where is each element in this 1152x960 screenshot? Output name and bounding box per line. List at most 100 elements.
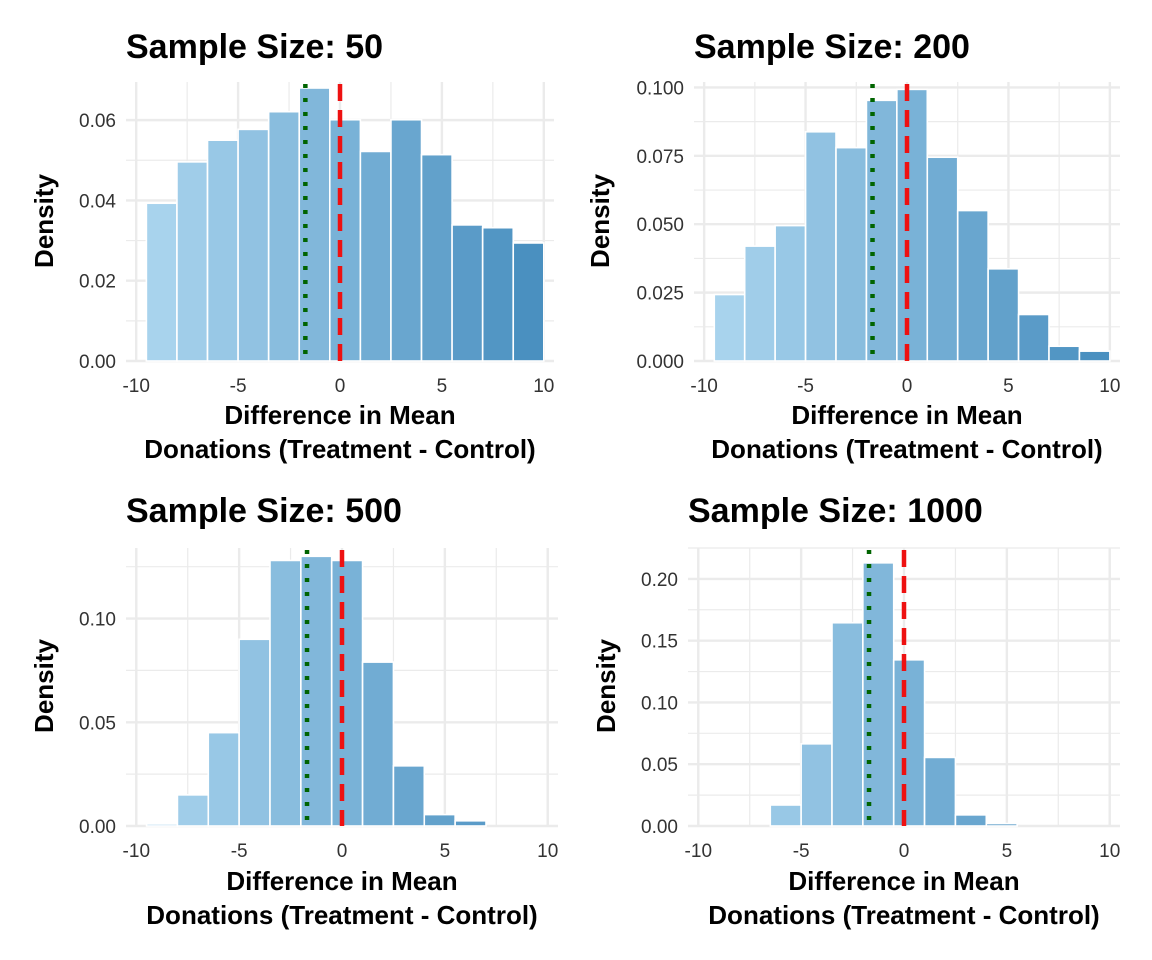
panel-sample-size-50: Sample Size: 50 0.00 0.02 0.04 0.06 -10 -5 0 5…	[29, 28, 554, 464]
x-axis-title-line-2: Donations (Treatment - Control)	[144, 434, 535, 464]
y-tick-label: 0.00	[79, 817, 116, 838]
x-axis-title-line-2: Donations (Treatment - Control)	[711, 434, 1102, 464]
x-tick-label: -5	[230, 376, 247, 397]
histogram-bar	[804, 130, 837, 362]
histogram-bar	[926, 156, 959, 362]
y-tick-label: 0.000	[636, 352, 684, 373]
histogram-bars	[769, 562, 1018, 827]
panel-sample-size-1000: Sample Size: 1000 0.00 0.05 0.10 0.15 0.20 -…	[591, 492, 1120, 930]
x-axis-title-line-1: Difference in Mean	[226, 866, 457, 896]
histogram-bar	[145, 823, 179, 827]
y-axis-title: Density	[585, 174, 615, 268]
panel-sample-size-200: Sample Size: 200 0.000 0.025 0.050 0.075 0.1…	[585, 28, 1120, 464]
y-tick-labels: 0.00 0.05 0.10 0.15 0.20	[641, 570, 678, 838]
x-tick-label: 10	[533, 376, 554, 397]
x-tick-label: 10	[1099, 376, 1120, 397]
x-tick-label: 10	[1099, 841, 1120, 862]
x-tick-label: -5	[793, 841, 810, 862]
histogram-bar	[896, 88, 929, 362]
histogram-bar	[267, 110, 301, 362]
histogram-bars	[145, 87, 545, 362]
y-tick-label: 0.02	[79, 272, 116, 293]
histogram-bar	[835, 146, 868, 362]
x-tick-label: 10	[537, 841, 558, 862]
x-tick-label: -10	[123, 841, 150, 862]
histogram-bar	[774, 224, 807, 362]
y-tick-label: 0.075	[636, 147, 684, 168]
histogram-bar	[862, 562, 895, 827]
x-tick-label: -5	[231, 841, 248, 862]
x-tick-label: -10	[122, 376, 149, 397]
panel-title: Sample Size: 500	[126, 492, 402, 530]
y-tick-label: 0.05	[79, 713, 116, 734]
y-tick-label: 0.04	[79, 191, 116, 212]
histogram-bar	[987, 268, 1020, 362]
panel-sample-size-500: Sample Size: 500 0.000.050.10 -10 -5 0 5 10 …	[29, 492, 558, 930]
histogram-bar	[1048, 345, 1081, 362]
y-tick-label: 0.100	[636, 78, 684, 99]
histogram-bar	[512, 242, 545, 362]
reference-lines	[866, 550, 907, 826]
histogram-bar	[769, 804, 802, 827]
y-axis-title: Density	[591, 639, 621, 733]
histogram-bar	[207, 731, 240, 827]
histogram-bar	[176, 161, 209, 362]
x-axis-title-line-1: Difference in Mean	[791, 400, 1022, 430]
y-tick-label: 0.10	[641, 693, 678, 714]
x-tick-label: 0	[899, 841, 910, 862]
histogram-bar	[956, 209, 989, 362]
x-axis-title-line-1: Difference in Mean	[788, 866, 1019, 896]
y-tick-label: 0.10	[79, 610, 116, 631]
histogram-bar	[743, 245, 776, 362]
histogram-bar	[390, 118, 423, 362]
x-tick-labels: -10 -5 0 5 10	[685, 841, 1121, 862]
reference-lines	[303, 84, 343, 361]
y-tick-labels: 0.00 0.02 0.04 0.06	[79, 111, 116, 373]
y-tick-label: 0.15	[641, 632, 678, 653]
histogram-bar	[923, 756, 957, 827]
histogram-bar	[985, 822, 1018, 827]
histogram-bar	[454, 820, 487, 827]
histogram-bar	[713, 293, 746, 362]
y-tick-labels: 0.000 0.025 0.050 0.075 0.100	[636, 78, 684, 373]
histogram-bar	[206, 139, 239, 362]
x-axis-title-line-2: Donations (Treatment - Control)	[146, 900, 537, 930]
y-tick-label: 0.050	[636, 215, 684, 236]
x-tick-label: 5	[1002, 841, 1013, 862]
y-tick-label: 0.00	[79, 352, 116, 373]
panel-title: Sample Size: 50	[126, 28, 383, 66]
x-tick-labels: -10 -5 0 5 10	[690, 376, 1120, 397]
x-tick-label: -5	[797, 376, 814, 397]
panel-title: Sample Size: 1000	[688, 492, 983, 530]
histogram-bar	[865, 99, 898, 362]
histogram-bar	[237, 128, 270, 362]
x-tick-label: 5	[440, 841, 451, 862]
y-axis-title: Density	[29, 639, 59, 733]
y-axis-title: Density	[29, 174, 59, 268]
histogram-bar	[831, 621, 864, 827]
histogram-bar	[954, 814, 988, 827]
histogram-bar	[892, 659, 926, 827]
reference-lines	[870, 84, 910, 361]
y-tick-label: 0.00	[641, 817, 678, 838]
y-tick-label: 0.20	[641, 570, 678, 591]
x-tick-label: 5	[437, 376, 448, 397]
histogram-bar	[176, 794, 210, 827]
histogram-bar	[145, 202, 178, 362]
y-tick-labels: 0.00 0.05 0.10	[79, 610, 116, 838]
histogram-bar	[359, 150, 392, 362]
x-axis-title-line-1: Difference in Mean	[224, 400, 455, 430]
histogram-bar	[238, 638, 271, 827]
x-tick-label: -10	[685, 841, 712, 862]
y-tick-label: 0.06	[79, 111, 116, 132]
histogram-bar	[451, 224, 484, 362]
x-tick-label: -10	[690, 376, 717, 397]
x-tick-labels: -10 -5 0 5 10	[123, 841, 559, 862]
y-tick-label: 0.025	[636, 284, 684, 305]
x-tick-labels: -10 -5 0 5 10	[122, 376, 554, 397]
x-tick-label: 0	[337, 841, 348, 862]
x-tick-label: 5	[1003, 376, 1014, 397]
histogram-bar	[1017, 313, 1050, 362]
histogram-bar	[392, 765, 426, 827]
